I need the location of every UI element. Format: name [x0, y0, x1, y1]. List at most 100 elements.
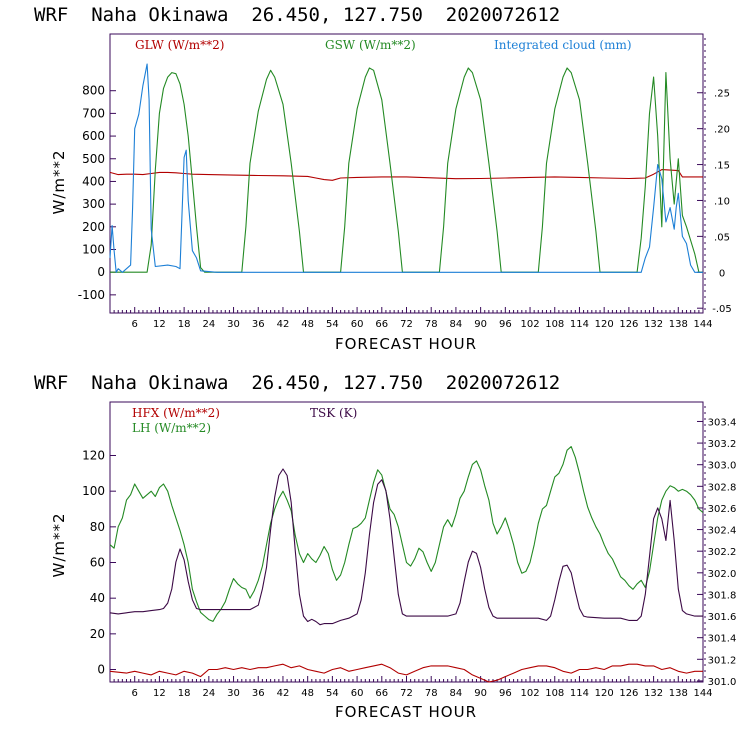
y2-tick-label: 0 — [719, 268, 725, 279]
y2-tick-label: 303.0 — [708, 461, 737, 472]
y-tick-label: 60 — [90, 556, 105, 570]
y-tick-label: 800 — [82, 84, 105, 98]
x-tick-label: 138 — [669, 688, 688, 699]
x-tick-label: 108 — [545, 319, 564, 330]
y2-tick-label: .25 — [714, 89, 730, 100]
x-tick-label: 24 — [202, 688, 215, 699]
x-tick-label: 108 — [545, 688, 564, 699]
x-tick-label: 138 — [669, 319, 688, 330]
x-tick-label: 132 — [644, 688, 663, 699]
upper-chart-title: WRF Naha Okinawa 26.450, 127.750 2020072… — [34, 4, 560, 26]
y2-tick-label: 301.6 — [708, 612, 737, 623]
y-tick-label: 300 — [82, 197, 105, 211]
y2-tick-label: .10 — [714, 196, 730, 207]
y-tick-label: 20 — [90, 627, 105, 641]
upper-x-axis-label: FORECAST HOUR — [335, 335, 477, 353]
series-line-integrated — [109, 63, 703, 273]
x-tick-label: 12 — [153, 319, 166, 330]
x-tick-label: 90 — [474, 319, 487, 330]
y2-tick-label: 302.6 — [708, 504, 737, 515]
x-tick-label: 120 — [595, 319, 614, 330]
y2-tick-label: .05 — [714, 232, 730, 243]
y-tick-label: 120 — [82, 449, 105, 463]
y-tick-label: 400 — [82, 174, 105, 188]
x-tick-label: 96 — [499, 688, 512, 699]
x-tick-label: 42 — [277, 688, 290, 699]
y2-tick-label: -.05 — [712, 304, 732, 315]
x-tick-label: 144 — [693, 688, 712, 699]
y2-tick-label: 302.8 — [708, 482, 737, 493]
x-tick-label: 114 — [570, 319, 589, 330]
x-tick-label: 120 — [595, 688, 614, 699]
legend-integrated-cloud: Integrated cloud (mm) — [494, 38, 632, 52]
y2-tick-label: .20 — [714, 125, 730, 136]
series-line-hfx — [109, 663, 703, 683]
x-tick-label: 102 — [520, 688, 539, 699]
series-line-lh — [109, 446, 704, 622]
lower-plot-area: 6 12 18 24 30 36 42 48 54 60 66 72 78 84 90 96 102 108 114… — [82, 401, 737, 699]
x-tick-label: 30 — [227, 688, 240, 699]
lower-chart-title: WRF Naha Okinawa 26.450, 127.750 2020072… — [34, 372, 560, 394]
upper-chart: WRF Naha Okinawa 26.450, 127.750 2020072… — [34, 4, 732, 353]
x-tick-label: 66 — [375, 688, 388, 699]
x-tick-label: 24 — [202, 319, 215, 330]
y-tick-label: 700 — [82, 106, 105, 120]
y-tick-label: 200 — [82, 220, 105, 234]
x-tick-label: 6 — [132, 319, 138, 330]
x-tick-label: 144 — [693, 319, 712, 330]
x-tick-label: 102 — [520, 319, 539, 330]
x-tick-label: 114 — [570, 688, 589, 699]
lower-plot-frame — [109, 401, 704, 683]
x-tick-label: 132 — [644, 319, 663, 330]
x-tick-label: 126 — [619, 688, 638, 699]
y2-tick-label: 301.4 — [708, 634, 737, 645]
upper-plot-area: 6 12 18 24 30 36 42 48 54 60 66 72 78 84 90 96 102 108 114… — [78, 33, 732, 330]
y-tick-label: 80 — [90, 520, 105, 534]
x-tick-label: 60 — [351, 319, 364, 330]
x-tick-label: 48 — [301, 319, 314, 330]
y-tick-label: 0 — [97, 663, 105, 677]
y-tick-label: 100 — [82, 484, 105, 498]
y-tick-label: 100 — [82, 242, 105, 256]
upper-plot-frame — [109, 33, 704, 314]
lower-x-axis-label: FORECAST HOUR — [335, 703, 477, 721]
y2-tick-label: 303.4 — [708, 417, 737, 428]
legend-tsk: TSK (K) — [310, 406, 357, 420]
x-tick-label: 48 — [301, 688, 314, 699]
x-tick-label: 90 — [474, 688, 487, 699]
x-tick-label: 84 — [450, 688, 463, 699]
x-tick-label: 78 — [425, 688, 438, 699]
series-line-gsw — [110, 67, 703, 273]
legend-glw: GLW (W/m**2) — [135, 38, 224, 52]
x-tick-label: 18 — [178, 688, 191, 699]
x-tick-label: 72 — [400, 688, 413, 699]
y-tick-label: 500 — [82, 152, 105, 166]
y2-tick-label: 302.2 — [708, 547, 737, 558]
y2-tick-label: 303.2 — [708, 439, 737, 450]
y2-tick-label: 302.4 — [708, 526, 737, 537]
series-line-glw — [109, 169, 703, 181]
upper-y-axis-label: W/m**2 — [50, 149, 68, 214]
x-tick-label: 36 — [252, 319, 265, 330]
lower-chart: WRF Naha Okinawa 26.450, 127.750 2020072… — [34, 372, 736, 721]
y2-tick-label: 301.2 — [708, 655, 737, 666]
y-tick-label: 40 — [90, 591, 105, 605]
x-tick-label: 60 — [351, 688, 364, 699]
legend-gsw: GSW (W/m**2) — [325, 38, 416, 52]
x-tick-label: 126 — [619, 319, 638, 330]
x-tick-label: 78 — [425, 319, 438, 330]
y-tick-label: 0 — [97, 265, 105, 279]
y2-tick-label: 301.0 — [708, 677, 737, 688]
y2-tick-label: .15 — [714, 161, 730, 172]
y2-tick-label: 301.8 — [708, 590, 737, 601]
y2-tick-label: 302.0 — [708, 569, 737, 580]
legend-lh: LH (W/m**2) — [132, 421, 211, 435]
legend-hfx: HFX (W/m**2) — [132, 406, 220, 420]
lower-y-axis-label: W/m**2 — [50, 512, 68, 577]
y-tick-label: -100 — [78, 288, 105, 302]
x-tick-label: 6 — [132, 688, 138, 699]
x-tick-label: 54 — [326, 688, 339, 699]
series-line-tsk — [109, 468, 703, 626]
x-tick-label: 84 — [450, 319, 463, 330]
